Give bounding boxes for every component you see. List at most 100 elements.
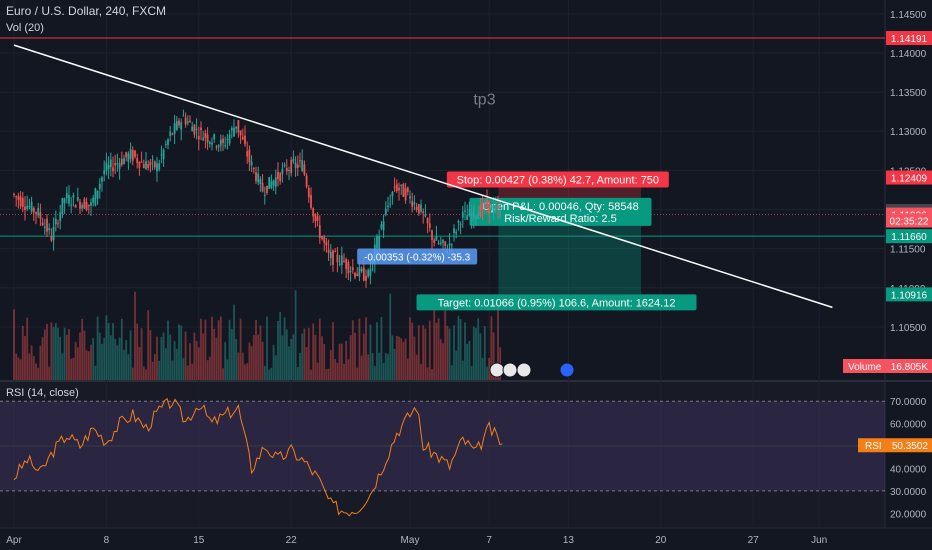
candle-body [149, 161, 152, 166]
volume-bar [411, 322, 414, 380]
volume-bar [464, 322, 466, 380]
candle-body [28, 206, 31, 208]
volume-bar [48, 366, 51, 380]
volume-bar [21, 325, 24, 380]
candle-body [349, 270, 352, 272]
candle-body [497, 205, 499, 209]
volume-bar [479, 333, 482, 380]
candle-body [175, 121, 178, 130]
candle-body [105, 162, 108, 171]
candle-body [59, 212, 62, 222]
resistance-trendline [13, 44, 833, 309]
price-badge-text: 1.11660 [891, 232, 927, 243]
time-tick-label: Apr [6, 535, 22, 546]
candle-body [131, 150, 134, 161]
price-badge [886, 229, 932, 244]
volume-bar [420, 363, 422, 380]
candle-body [109, 159, 112, 168]
candle-body [219, 139, 222, 146]
chart-title: Euro / U.S. Dollar, 240, FXCM [6, 4, 166, 18]
candle-body [360, 268, 363, 272]
volume-bar [299, 352, 301, 380]
candle-body [213, 134, 216, 140]
volume-bar [294, 290, 297, 380]
volume-bar [43, 329, 46, 380]
price-badge [886, 213, 932, 228]
volume-bar [415, 354, 418, 380]
volume-bar [200, 318, 202, 380]
candle-body [343, 260, 345, 262]
position-tool[interactable]: Stop: 0.00427 (0.38%) 42.7, Amount: 750 O… [416, 171, 697, 311]
candle-body [19, 196, 22, 207]
event-marker-count: 7 [530, 362, 535, 371]
volume-bar [398, 336, 400, 380]
volume-bar [250, 346, 253, 380]
volume-bar [237, 352, 240, 380]
volume-bar [310, 369, 312, 380]
candle-body [101, 177, 103, 182]
candle-body [257, 173, 260, 183]
volume-bar [125, 340, 128, 380]
volume-bar [217, 320, 220, 380]
rsi-tick-label: 40.0000 [890, 464, 927, 475]
volume-bar [156, 336, 158, 380]
volume-bar [140, 328, 143, 380]
volume-bar [19, 359, 22, 380]
candle-body [81, 205, 84, 209]
volume-bar [442, 343, 444, 380]
candle-body [382, 221, 385, 231]
candle-body [380, 224, 383, 229]
volume-bar [189, 343, 191, 380]
volume-bar [252, 334, 255, 380]
candle-body [395, 184, 398, 192]
volume-bar [79, 332, 81, 380]
candle-body [492, 205, 495, 213]
price-tick-label: 1.14000 [890, 49, 927, 60]
candle-body [17, 195, 20, 201]
measure-label: -0.00353 (-0.32%) -35.3 [364, 252, 471, 263]
volume-bar [41, 337, 44, 380]
price-tick-label: 1.13000 [890, 127, 927, 138]
candle-body [211, 142, 213, 145]
volume-bar [362, 333, 365, 380]
candle-body [83, 198, 86, 209]
volume-bar [409, 317, 411, 380]
volume-bar [431, 369, 433, 380]
volume-bar [461, 360, 464, 380]
trendline[interactable] [13, 44, 833, 309]
volume-bar [226, 359, 229, 380]
candle-body [272, 180, 275, 186]
axes: 1.145001.140001.135001.130001.125001.120… [6, 10, 932, 546]
candle-body [481, 202, 484, 211]
candle-body [103, 170, 106, 174]
candle-body [444, 241, 447, 246]
volume-bar [424, 328, 427, 380]
candle-body [50, 236, 53, 241]
candle-body [167, 139, 169, 145]
rsi-tick-label: 70.0000 [890, 397, 927, 408]
candle-body [15, 196, 18, 198]
volume-bar [175, 349, 178, 380]
candles [13, 109, 502, 288]
candle-body [233, 127, 235, 137]
candle-body [116, 163, 119, 165]
volume-bar [114, 338, 117, 380]
candle-body [464, 210, 466, 212]
candle-body [292, 158, 295, 162]
volume-bar [373, 366, 376, 380]
volume-bar [145, 369, 147, 380]
volume-bar [98, 332, 101, 380]
volume-bar [444, 298, 447, 380]
volume-bar [208, 356, 211, 380]
volume-bar [241, 352, 244, 380]
volume-bar [37, 367, 40, 380]
candle-body [134, 150, 136, 157]
volume-bar [182, 358, 185, 380]
volume-bar [65, 334, 68, 380]
candle-body [455, 231, 458, 234]
candle-body [367, 270, 370, 277]
price-tick-label: 1.11500 [890, 245, 926, 256]
volume-bar [158, 360, 161, 380]
candle-body [228, 134, 231, 144]
